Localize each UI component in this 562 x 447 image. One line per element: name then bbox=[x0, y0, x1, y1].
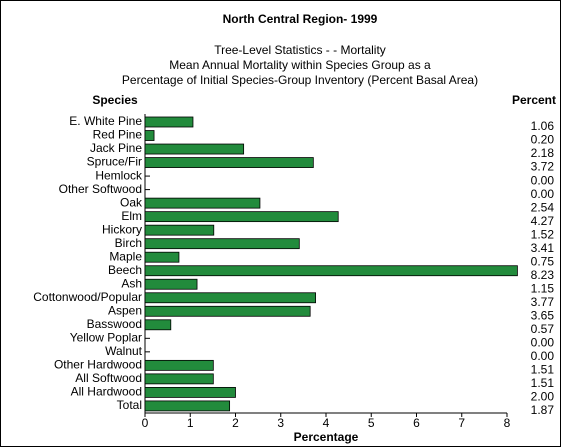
bar bbox=[144, 197, 261, 209]
value-label: 2.00 bbox=[531, 390, 555, 404]
value-label: 1.51 bbox=[531, 363, 555, 377]
x-tick-label: 8 bbox=[504, 416, 511, 430]
bar bbox=[144, 278, 198, 290]
value-label: 0.57 bbox=[531, 322, 555, 336]
value-label: 2.54 bbox=[531, 200, 555, 214]
bar bbox=[144, 386, 236, 398]
value-label: 1.06 bbox=[531, 119, 555, 133]
bar bbox=[144, 130, 155, 141]
y-tick-label: E. White Pine bbox=[69, 114, 142, 128]
bar bbox=[144, 143, 245, 155]
y-tick-label: Total bbox=[117, 398, 142, 412]
value-label: 3.41 bbox=[531, 241, 555, 255]
value-label: 3.65 bbox=[531, 308, 555, 322]
x-axis-label: Percentage bbox=[294, 430, 359, 444]
x-tick-label: 7 bbox=[458, 416, 465, 430]
x-tick-label: 5 bbox=[368, 416, 375, 430]
y-tick-label: Birch bbox=[115, 236, 142, 250]
x-tick-label: 2 bbox=[232, 416, 239, 430]
y-tick-label: Spruce/Fir bbox=[87, 155, 142, 169]
value-label: 0.00 bbox=[531, 173, 555, 187]
bar bbox=[144, 305, 311, 317]
y-tick-label: Other Softwood bbox=[59, 182, 142, 196]
subtitle: Tree-Level Statistics - - Mortality bbox=[214, 43, 386, 57]
bar bbox=[144, 224, 215, 236]
value-label: 0.00 bbox=[531, 335, 555, 349]
value-label: 3.72 bbox=[531, 160, 555, 174]
y-tick-label: Aspen bbox=[108, 303, 142, 317]
value-label: 0.20 bbox=[531, 133, 555, 147]
x-tick-label: 4 bbox=[323, 416, 330, 430]
y-tick-label: All Softwood bbox=[75, 371, 142, 385]
bar bbox=[144, 211, 339, 223]
y-tick-label: Walnut bbox=[105, 344, 143, 358]
bar bbox=[144, 400, 231, 412]
y-axis-label: Species bbox=[92, 93, 138, 107]
value-label: 0.00 bbox=[531, 187, 555, 201]
value-label: 8.23 bbox=[531, 268, 555, 282]
y-tick-label: Elm bbox=[121, 209, 142, 223]
x-tick-label: 0 bbox=[142, 416, 149, 430]
y-tick-label: Oak bbox=[120, 195, 143, 209]
value-label: 0.75 bbox=[531, 254, 555, 268]
y-tick-label: All Hardwood bbox=[71, 385, 142, 399]
subtitle: Mean Annual Mortality within Species Gro… bbox=[169, 58, 431, 72]
bar bbox=[144, 157, 314, 168]
bar bbox=[144, 116, 194, 128]
y-tick-label: Hemlock bbox=[95, 168, 143, 182]
value-label: 2.18 bbox=[531, 146, 555, 160]
x-tick-label: 1 bbox=[187, 416, 194, 430]
y-tick-label: Basswood bbox=[87, 317, 142, 331]
bar bbox=[144, 238, 300, 250]
x-tick-label: 6 bbox=[413, 416, 420, 430]
bar bbox=[144, 265, 518, 277]
value-label: 1.15 bbox=[531, 281, 555, 295]
value-label: 1.52 bbox=[531, 227, 555, 241]
value-label: 1.51 bbox=[531, 376, 555, 390]
bar bbox=[144, 319, 172, 331]
y-tick-label: Yellow Poplar bbox=[70, 330, 142, 344]
y-tick-label: Red Pine bbox=[93, 128, 143, 142]
value-column-label: Percent bbox=[512, 93, 556, 107]
bar bbox=[144, 373, 214, 385]
y-tick-label: Other Hardwood bbox=[54, 358, 142, 372]
value-label: 0.00 bbox=[531, 349, 555, 363]
y-tick-label: Cottonwood/Popular bbox=[33, 290, 142, 304]
y-tick-label: Maple bbox=[109, 249, 142, 263]
subtitle: Percentage of Initial Species-Group Inve… bbox=[122, 73, 478, 87]
value-label: 1.87 bbox=[531, 403, 555, 417]
bar bbox=[144, 292, 316, 304]
bar bbox=[144, 251, 180, 263]
y-tick-label: Ash bbox=[121, 276, 142, 290]
value-label: 3.77 bbox=[531, 295, 555, 309]
x-tick-label: 3 bbox=[277, 416, 284, 430]
y-tick-label: Jack Pine bbox=[90, 141, 142, 155]
value-label: 4.27 bbox=[531, 214, 555, 228]
y-tick-label: Beech bbox=[108, 263, 142, 277]
bar bbox=[144, 359, 214, 371]
y-tick-label: Hickory bbox=[102, 222, 142, 236]
chart-title: North Central Region- 1999 bbox=[223, 12, 378, 26]
